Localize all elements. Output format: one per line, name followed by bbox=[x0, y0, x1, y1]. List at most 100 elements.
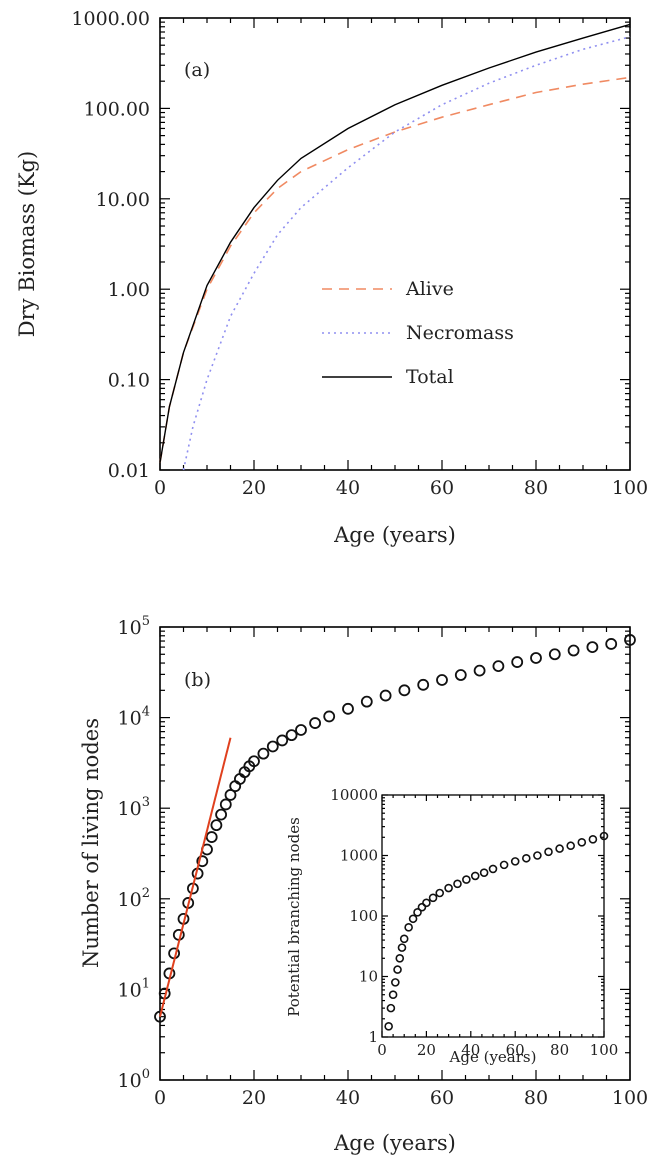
inset-data-point bbox=[544, 847, 553, 857]
data-point bbox=[210, 819, 223, 832]
y-tick-label: 1000 bbox=[340, 847, 378, 865]
data-point bbox=[309, 717, 322, 729]
inset-data-point bbox=[393, 965, 402, 974]
x-tick-label: 0 bbox=[154, 477, 166, 499]
y-tick-label: 104 bbox=[118, 705, 150, 730]
inset-data-point bbox=[408, 914, 418, 924]
x-tick-label: 100 bbox=[590, 1041, 619, 1059]
inset-x-axis-label: Age (years) bbox=[449, 1048, 537, 1066]
inset-data-point bbox=[417, 902, 427, 912]
panel-a-x-ticks: 0 20 40 60 80 100 bbox=[154, 18, 648, 499]
inset-y-axis-label: Potential branching nodes bbox=[285, 817, 303, 1017]
y-tick-label: 102 bbox=[118, 886, 150, 911]
data-point bbox=[548, 648, 561, 661]
inset-data-point bbox=[435, 888, 445, 898]
data-point bbox=[436, 674, 448, 686]
panel-b-series bbox=[154, 634, 636, 1023]
x-tick-label: 40 bbox=[461, 1041, 480, 1059]
inset-data-point bbox=[555, 844, 564, 853]
inset-data-point bbox=[510, 857, 520, 866]
inset-data-point bbox=[462, 875, 471, 884]
inset-data-point bbox=[488, 864, 498, 874]
panel-a: 0 20 40 60 80 100 0.01 0.10 1.00 10.00 100.00 1000… bbox=[15, 8, 648, 547]
legend-label-necromass: Necromass bbox=[406, 322, 514, 344]
x-tick-label: 20 bbox=[242, 1087, 266, 1109]
inset-x-ticks: 0 20 40 60 80 100 bbox=[377, 795, 618, 1059]
inset-data-point bbox=[391, 978, 400, 987]
panel-b-y-axis-label: Number of living nodes bbox=[79, 718, 103, 968]
y-tick-label: 100 bbox=[118, 1067, 150, 1092]
panel-b-x-axis-label: Age (years) bbox=[333, 1131, 456, 1155]
panel-b-y-ticks: 100 101 102 103 104 105 bbox=[118, 614, 630, 1092]
data-point bbox=[342, 702, 354, 715]
x-tick-label: 20 bbox=[417, 1041, 436, 1059]
x-tick-label: 100 bbox=[612, 1087, 648, 1109]
panel-b-inset: 0 20 40 60 80 100 1 10 100 1000 10000 Age (years)… bbox=[285, 786, 618, 1066]
inset-data-point bbox=[404, 923, 413, 932]
panel-a-label: (a) bbox=[184, 59, 210, 81]
series-line-necromass bbox=[182, 36, 631, 471]
inset-data-point bbox=[470, 871, 480, 881]
data-point bbox=[154, 1010, 166, 1023]
legend-label-alive: Alive bbox=[405, 278, 454, 300]
panel-b: 0 20 40 60 80 100 100 101 102 103 104 105 (b) Age … bbox=[79, 614, 648, 1155]
fit-line bbox=[159, 737, 232, 1017]
data-point bbox=[605, 638, 618, 650]
panel-a-x-axis-label: Age (years) bbox=[333, 523, 456, 547]
inset-data-point bbox=[479, 868, 489, 877]
inset-y-ticks: 1 10 100 1000 10000 bbox=[330, 786, 604, 1046]
inset-data-point bbox=[599, 831, 609, 841]
inset-data-point bbox=[422, 898, 431, 908]
inset-data-point bbox=[444, 883, 453, 893]
data-point bbox=[257, 747, 270, 760]
series-line-total bbox=[159, 23, 631, 463]
data-point bbox=[360, 695, 373, 708]
data-point bbox=[567, 644, 580, 657]
data-point bbox=[224, 789, 237, 801]
inset-data-point bbox=[386, 1003, 396, 1013]
y-tick-label: 0.01 bbox=[108, 460, 150, 482]
data-point bbox=[229, 780, 242, 793]
legend-label-total: Total bbox=[406, 366, 454, 388]
inset-data-point bbox=[499, 860, 509, 870]
inset-data-point bbox=[453, 879, 462, 889]
inset-data-point bbox=[399, 934, 409, 944]
x-tick-label: 40 bbox=[336, 477, 360, 499]
data-point bbox=[295, 724, 307, 736]
y-tick-label: 1 bbox=[368, 1028, 378, 1046]
x-tick-label: 0 bbox=[154, 1087, 166, 1109]
inset-data-point bbox=[388, 990, 398, 1000]
inset-data-point bbox=[395, 953, 405, 963]
inset-data-point bbox=[588, 835, 598, 844]
x-tick-label: 80 bbox=[524, 477, 548, 499]
inset-data-point bbox=[413, 908, 422, 917]
y-tick-label: 105 bbox=[118, 614, 150, 639]
data-point bbox=[417, 678, 430, 691]
data-point bbox=[398, 684, 411, 697]
panel-b-x-ticks: 0 20 40 60 80 100 bbox=[154, 627, 648, 1109]
x-tick-label: 60 bbox=[430, 477, 454, 499]
data-point bbox=[266, 740, 279, 753]
x-tick-label: 80 bbox=[550, 1041, 569, 1059]
y-tick-label: 103 bbox=[118, 795, 150, 820]
y-tick-label: 100 bbox=[349, 907, 378, 925]
y-tick-label: 101 bbox=[118, 976, 150, 1001]
y-tick-label: 10.00 bbox=[96, 189, 150, 211]
data-point bbox=[379, 689, 392, 702]
data-point bbox=[492, 660, 505, 673]
inset-data-point bbox=[384, 1022, 393, 1031]
inset-data-point bbox=[521, 853, 531, 863]
x-tick-label: 60 bbox=[506, 1041, 525, 1059]
y-tick-label: 0.10 bbox=[108, 370, 150, 392]
panel-b-label: (b) bbox=[184, 669, 211, 691]
x-tick-label: 20 bbox=[242, 477, 266, 499]
data-point bbox=[473, 664, 486, 677]
panel-a-y-axis-label: Dry Biomass (Kg) bbox=[15, 151, 39, 337]
data-point bbox=[323, 710, 336, 723]
series-line-alive bbox=[159, 76, 631, 463]
data-point bbox=[196, 855, 209, 868]
y-tick-label: 10000 bbox=[330, 786, 378, 804]
x-tick-label: 0 bbox=[377, 1041, 387, 1059]
x-tick-label: 60 bbox=[430, 1087, 454, 1109]
